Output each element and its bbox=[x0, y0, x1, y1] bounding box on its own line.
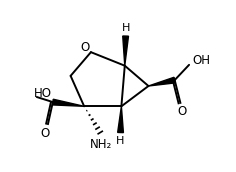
Text: H: H bbox=[122, 23, 130, 34]
Polygon shape bbox=[118, 106, 123, 133]
Polygon shape bbox=[52, 99, 84, 106]
Text: OH: OH bbox=[192, 54, 211, 67]
Text: O: O bbox=[178, 105, 187, 118]
Polygon shape bbox=[148, 77, 175, 86]
Text: O: O bbox=[80, 41, 90, 54]
Text: H: H bbox=[116, 136, 125, 146]
Text: NH₂: NH₂ bbox=[90, 138, 112, 151]
Text: O: O bbox=[40, 127, 50, 140]
Text: HO: HO bbox=[34, 87, 52, 100]
Polygon shape bbox=[123, 36, 128, 66]
